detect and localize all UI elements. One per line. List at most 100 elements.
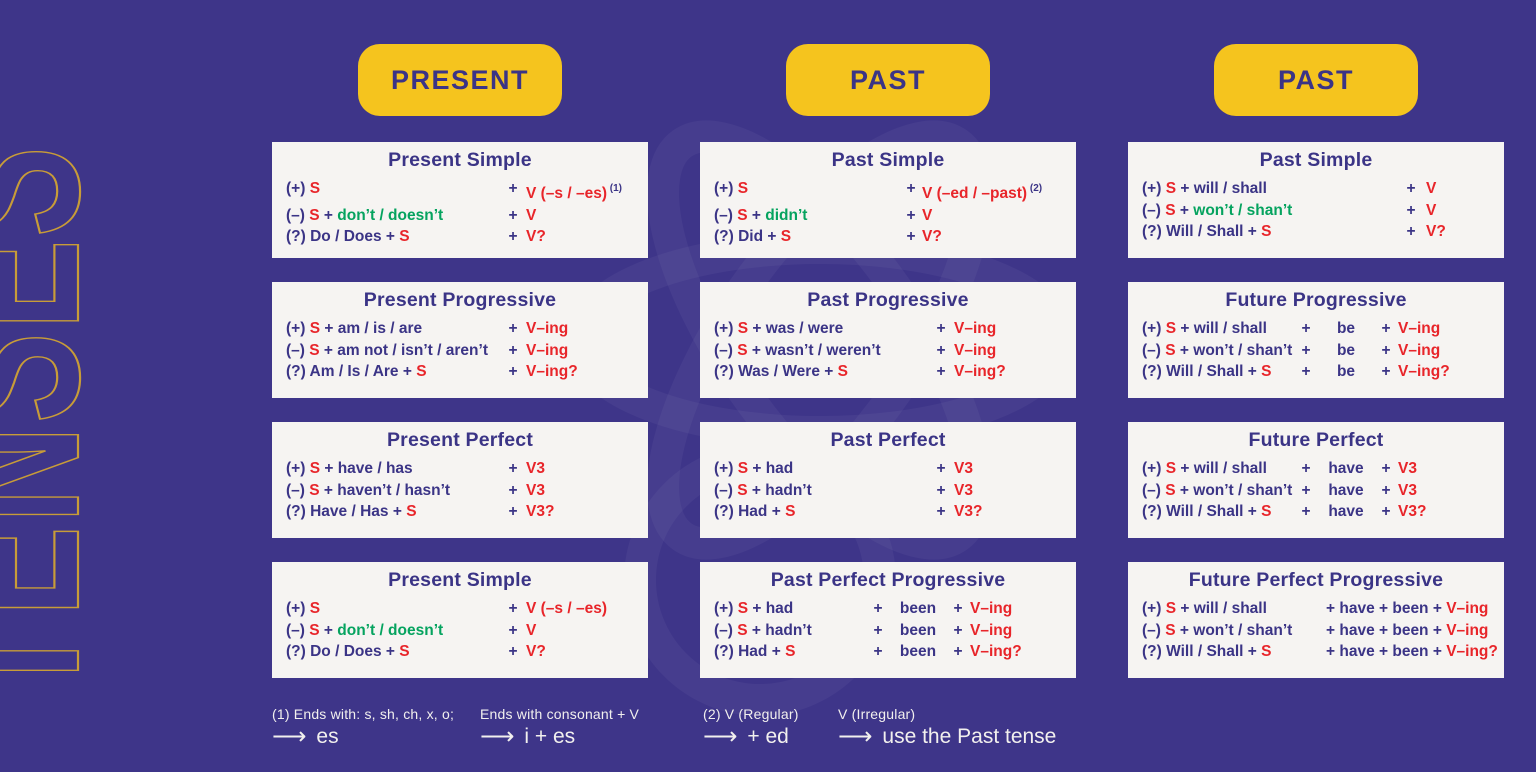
formula-row: (–) S + hadn’t + been + V–ing bbox=[714, 620, 1062, 642]
formula-segment: + bbox=[1301, 341, 1311, 359]
formula-segment: (?) bbox=[1142, 643, 1167, 660]
formula-segment: V–ing bbox=[970, 621, 1013, 639]
column-header-pill: PAST bbox=[786, 44, 990, 116]
formula-segment: (+) bbox=[714, 180, 738, 197]
formula-segment: (+) bbox=[714, 320, 738, 337]
formula-cell: V? bbox=[526, 226, 634, 248]
formula-row: (?) Am / Is / Are + S + V–ing? bbox=[286, 361, 634, 383]
formula-cell: V bbox=[526, 620, 634, 642]
formula-cell: + bbox=[1396, 200, 1426, 222]
formula-segment: + bbox=[508, 341, 518, 359]
formula-segment: + bbox=[1406, 201, 1416, 219]
formula-cell: V bbox=[922, 205, 1062, 227]
formula-cell: + bbox=[1294, 340, 1318, 362]
formula-segment: + bbox=[508, 180, 518, 197]
formula-segment: + bbox=[508, 643, 518, 660]
card-title: Past Simple bbox=[831, 149, 945, 171]
formula-segment: Did + bbox=[738, 228, 781, 245]
formula-cell: V–ing bbox=[954, 340, 1062, 362]
formula-cell: (–) S + won’t / shan’t bbox=[1142, 620, 1326, 642]
formula-cell: V–ing bbox=[1398, 318, 1490, 340]
formula-cell: (–) S + won’t / shan’t bbox=[1142, 340, 1294, 362]
formula-segment: + bbox=[1381, 341, 1391, 359]
formula-segment: V–ing bbox=[526, 341, 569, 359]
formula-cell: (–) S + don’t / doesn’t bbox=[286, 620, 500, 642]
formula-cell: + bbox=[500, 641, 526, 663]
formula-cell: V–ing? bbox=[970, 641, 1062, 663]
formula-segment: S bbox=[309, 621, 320, 639]
formula-cell: V3 bbox=[526, 480, 634, 502]
formula-cell: + bbox=[866, 598, 890, 620]
formula-segment: won’t / shan’t bbox=[1193, 201, 1293, 219]
formula-segment: (?) bbox=[286, 503, 311, 520]
formula-cell: + bbox=[500, 318, 526, 340]
formula-cell: V3? bbox=[1398, 501, 1490, 523]
formula-row: (–) S + wasn’t / weren’t + V–ing bbox=[714, 340, 1062, 362]
formula-segment: S bbox=[1165, 460, 1177, 477]
formula-segment: Am / Is / Are + bbox=[309, 363, 417, 380]
formula-segment: (?) bbox=[714, 503, 739, 520]
formula-segment: S bbox=[837, 363, 848, 380]
formula-segment: + will / shall bbox=[1176, 600, 1267, 617]
formula-segment: V3 bbox=[526, 460, 545, 477]
formula-segment: (–) bbox=[286, 341, 310, 359]
formula-cell: + bbox=[500, 178, 526, 205]
formula-row: (+) S + will / shall + be + V–ing bbox=[1142, 318, 1490, 340]
formula-cell: have bbox=[1318, 501, 1374, 523]
formula-cell: + have + been + V–ing? bbox=[1326, 641, 1498, 663]
formula-segment: (+) bbox=[286, 600, 310, 617]
card-title: Future Perfect Progressive bbox=[1188, 569, 1444, 591]
formula-row: (?) Will / Shall + S + be + V–ing? bbox=[1142, 361, 1490, 383]
formula-segment: + won’t / shan’t bbox=[1175, 341, 1293, 359]
formula-segment: S bbox=[737, 206, 748, 224]
formula-cell: + have + been + V–ing bbox=[1326, 598, 1490, 620]
formula-segment: (+) bbox=[286, 180, 310, 197]
formula-segment: S bbox=[309, 481, 320, 499]
formula-segment: Do / Does + bbox=[310, 228, 400, 245]
formula-cell: (–) S + haven’t / hasn’t bbox=[286, 480, 500, 502]
formula-row: (?) Have / Has + S + V3? bbox=[286, 501, 634, 523]
right-arrow-icon: ⟶ bbox=[838, 723, 873, 750]
formula-segment: V (–s / –es) bbox=[526, 185, 607, 202]
formula-cell: V? bbox=[526, 641, 634, 663]
formula-cell: V–ing? bbox=[1398, 361, 1490, 383]
formula-segment: + bbox=[873, 621, 883, 639]
formula-cell: (–) S + am not / isn’t / aren’t bbox=[286, 340, 500, 362]
formula-segment: + bbox=[747, 206, 766, 224]
formula-segment: S bbox=[785, 643, 796, 660]
column-header-pill: PRESENT bbox=[358, 44, 562, 116]
formula-cell: (?) Do / Does + S bbox=[286, 641, 500, 663]
formula-cell: + bbox=[1374, 501, 1398, 523]
tense-card: Past Simple (+) S + will / shall + V (–) S +… bbox=[1128, 142, 1504, 258]
formula-segment: V bbox=[1426, 201, 1437, 219]
formula-segment: S bbox=[1165, 481, 1176, 499]
tense-column-1: PAST Past Simple (+) S + V (–ed / –past) (2)… bbox=[700, 44, 1076, 702]
formula-cell: (?) Have / Has + S bbox=[286, 501, 500, 523]
formula-segment: (?) bbox=[1142, 223, 1167, 240]
formula-segment: (+) bbox=[1142, 180, 1166, 197]
formula-segment: + bbox=[953, 600, 963, 617]
formula-segment: V? bbox=[1426, 223, 1446, 240]
formula-segment: S bbox=[309, 180, 321, 197]
formula-segment: V3? bbox=[1398, 503, 1427, 520]
formula-segment: V3 bbox=[1398, 460, 1417, 477]
footnote-result: es bbox=[316, 725, 339, 748]
formula-segment: + bbox=[1175, 201, 1194, 219]
formula-segment: (?) bbox=[714, 363, 739, 380]
formula-segment: S bbox=[309, 341, 320, 359]
formula-segment: + bbox=[936, 363, 946, 380]
formula-segment: + bbox=[953, 643, 963, 660]
formula-cell: + bbox=[1374, 480, 1398, 502]
formula-cell: + bbox=[1374, 361, 1398, 383]
formula-cell: (?) Had + S bbox=[714, 641, 866, 663]
formula-segment: + bbox=[508, 621, 518, 639]
formula-segment: S bbox=[737, 600, 749, 617]
formula-row: (+) S + will / shall + have + been + V–in… bbox=[1142, 598, 1490, 620]
formula-segment: be bbox=[1336, 363, 1356, 380]
formula-segment: (–) bbox=[714, 481, 738, 499]
formula-segment: V–ing bbox=[1446, 621, 1489, 639]
formula-cell: + bbox=[928, 318, 954, 340]
formula-segment: V? bbox=[526, 643, 546, 660]
card-title: Present Simple bbox=[388, 149, 532, 171]
formula-segment: + bbox=[319, 621, 338, 639]
